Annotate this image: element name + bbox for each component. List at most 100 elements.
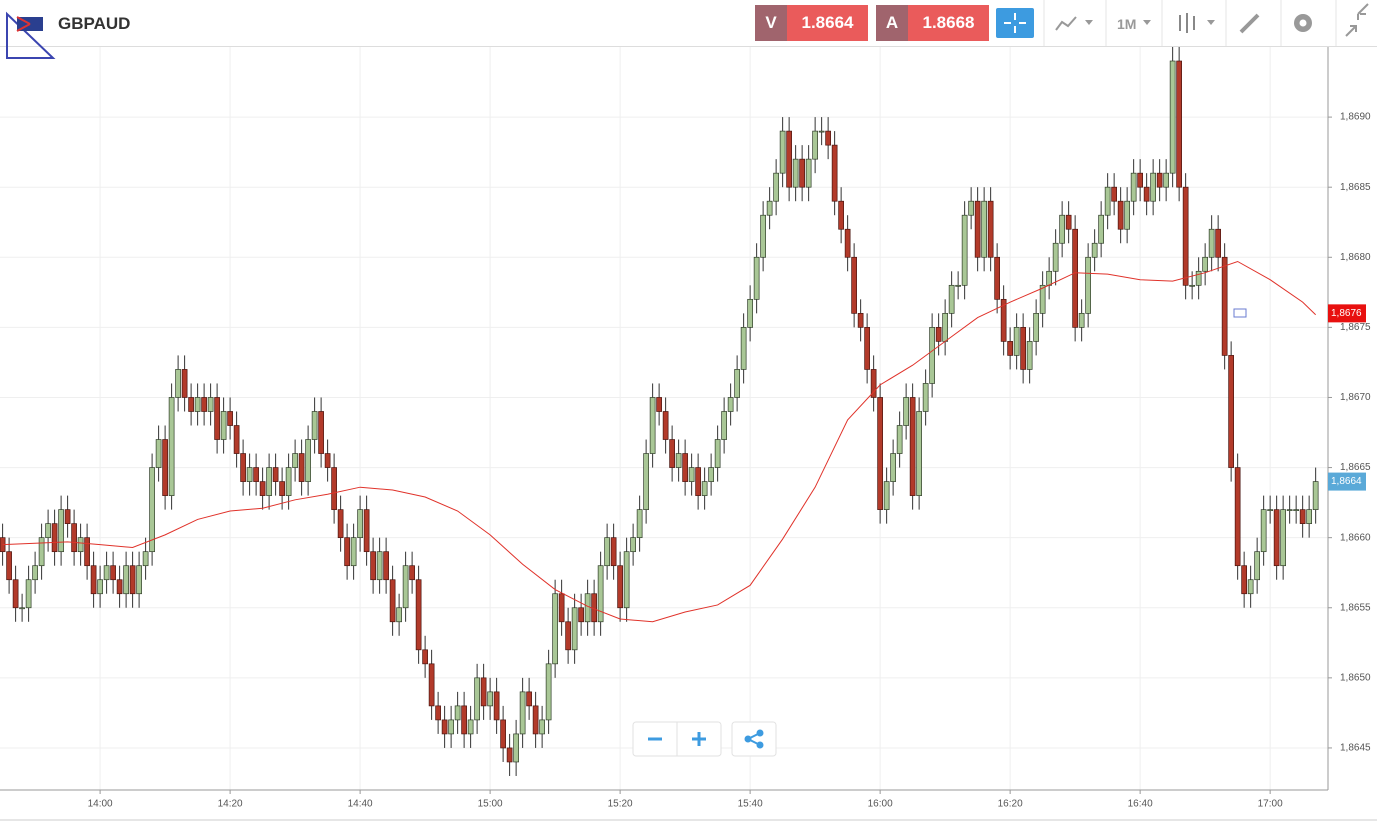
candle-body [740,327,747,370]
x-tick-label: 15:20 [608,799,633,810]
candle-body [344,537,350,567]
candle-body [272,467,279,482]
candle-body [578,607,584,623]
candle-body [266,467,272,496]
chart-type-button[interactable] [1179,13,1195,33]
timeframe[interactable]: 1M [1117,16,1137,32]
indicator-button[interactable] [1055,16,1077,31]
candle-body [968,200,974,216]
x-tick-label: 16:00 [868,799,893,810]
draw-button[interactable] [1239,13,1260,34]
candle-body [922,383,929,412]
moving-average [2,260,1316,623]
candle-body [474,677,480,721]
candle-body [649,397,656,454]
candle-body [12,579,19,609]
price-label-box [1328,472,1366,491]
toolbar: GBPAUD V 1.8664 A 1.8668 1M [0,0,1377,59]
candle-body [370,551,376,581]
candle-body [129,565,136,595]
candle-body [760,214,766,258]
ask-label: A [876,5,908,41]
candle-body [38,537,45,567]
candle-body [155,439,162,468]
candle-body [1072,228,1078,328]
candle-body [675,453,682,468]
candle-body [753,256,760,300]
candle-body [162,439,168,496]
candle-body [994,256,1000,300]
candle-body [1059,214,1065,244]
candle-body [454,705,461,721]
candle-body [207,397,214,412]
candle-body [1306,509,1312,524]
candle-body [799,158,805,188]
candle-body [974,200,981,258]
candle-body [233,425,240,454]
candle-body [441,719,448,735]
candle-body [32,565,38,581]
candle-body [1026,341,1033,370]
candle-body [1033,313,1039,342]
candle-body [786,130,792,188]
candle-body [903,397,909,426]
crosshair-button[interactable] [996,8,1034,38]
bid-button[interactable]: V 1.8664 [755,5,868,41]
candle-body [1137,172,1143,188]
y-tick-label: 1,8660 [1340,532,1371,543]
candle-body [929,327,935,384]
x-tick-label: 14:20 [218,799,243,810]
candle-body [149,467,155,553]
candle-body [838,200,844,230]
candle-body [1221,256,1228,356]
zoom-in[interactable] [692,732,706,746]
candle-body [851,256,857,314]
candle-body [428,663,435,707]
candle-body [604,537,610,567]
x-tick-label: 17:00 [1258,799,1283,810]
candle-body [721,411,727,440]
candle-body [1202,256,1208,272]
candle-body [363,509,370,553]
bid-label: V [755,5,787,41]
candle-body [6,551,12,581]
candle-body [955,284,961,287]
candle-body [240,453,246,482]
candle-body [136,565,142,595]
candle-body [766,200,773,216]
candle-body [1143,186,1150,202]
candle-body [194,397,201,412]
candle-body [844,228,851,258]
candle-body [409,565,415,581]
candle-body [1228,355,1234,468]
candle-body [1169,60,1176,174]
candle-body [350,537,357,567]
share-button[interactable] [744,729,764,749]
candle-body [695,467,701,496]
candle-body [571,607,578,651]
candle-body [305,439,311,482]
candle-body [558,593,565,623]
candle-body [331,467,337,510]
candle-body [142,551,149,567]
candle-body [181,369,188,398]
candle-body [727,397,734,412]
candle-body [630,537,636,553]
candle-body [97,579,103,595]
candle-body [298,453,305,482]
candle-body [188,397,194,412]
candle-body [1078,313,1085,328]
candle-body [825,130,831,146]
logo [6,11,56,59]
candle-body [584,593,591,623]
collapse-button[interactable] [1345,3,1369,37]
price-label-box [1328,304,1366,323]
candle-body [58,509,64,553]
ask-button[interactable]: A 1.8668 [876,5,989,41]
candle-body [1020,327,1026,370]
candle-body [890,453,896,482]
candle-body [682,453,688,482]
candle-body [1312,481,1319,510]
candle-body [448,719,454,735]
candle-body [1007,341,1013,356]
